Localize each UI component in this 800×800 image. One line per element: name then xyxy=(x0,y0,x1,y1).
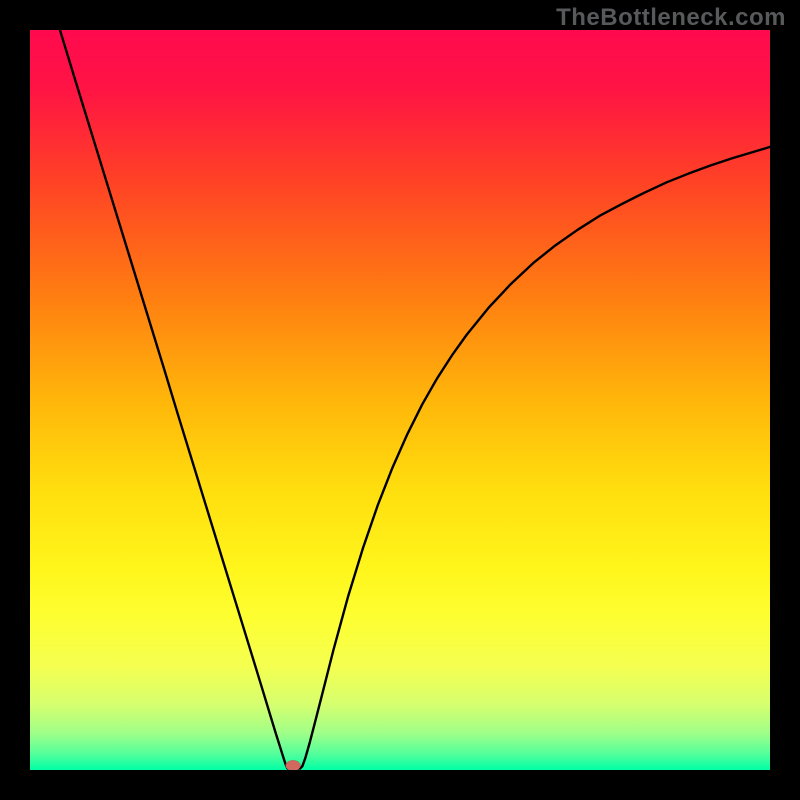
bottleneck-chart xyxy=(0,0,800,800)
chart-container: TheBottleneck.com xyxy=(0,0,800,800)
minimum-marker xyxy=(286,760,301,770)
gradient-background xyxy=(30,30,770,770)
watermark-text: TheBottleneck.com xyxy=(556,4,786,32)
